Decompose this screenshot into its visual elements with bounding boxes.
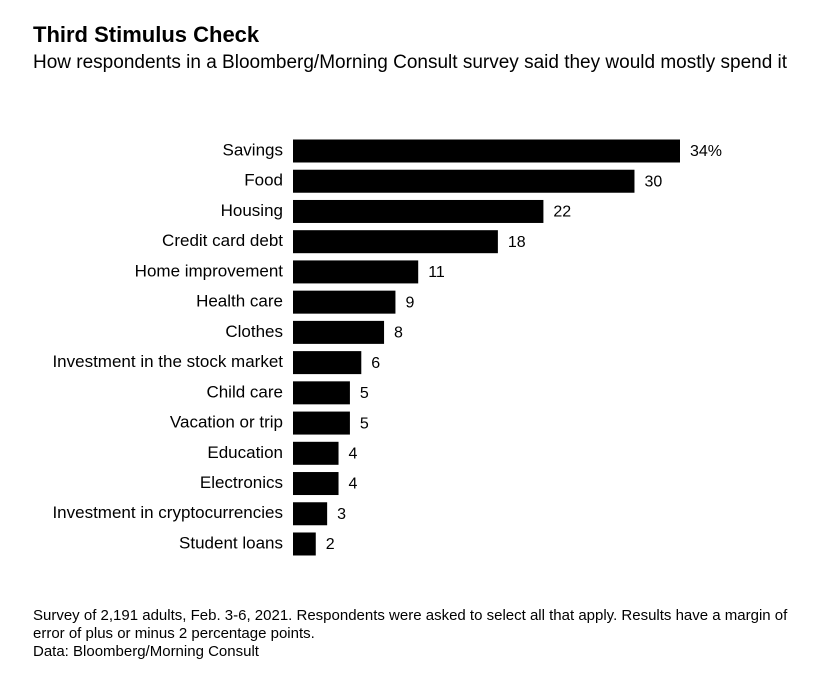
category-label: Investment in cryptocurrencies: [52, 503, 283, 522]
category-label: Electronics: [200, 473, 283, 492]
category-label: Housing: [221, 201, 283, 220]
value-label: 5: [360, 385, 369, 402]
value-label: 34%: [690, 143, 722, 160]
value-label: 22: [553, 204, 571, 221]
bar: [293, 411, 350, 435]
value-label: 2: [326, 536, 335, 553]
category-label: Clothes: [225, 322, 283, 341]
source: Data: Bloomberg/Morning Consult: [33, 643, 259, 660]
bar: [293, 260, 419, 284]
value-label: 4: [349, 446, 358, 463]
category-label: Vacation or trip: [170, 413, 283, 432]
value-label: 6: [371, 355, 380, 372]
bar: [293, 502, 328, 526]
bar: [293, 230, 498, 254]
chart-subtitle: How respondents in a Bloomberg/Morning C…: [33, 52, 788, 73]
category-label: Child care: [206, 382, 283, 401]
value-label: 30: [644, 173, 662, 190]
bar: [293, 441, 339, 465]
category-label: Education: [207, 443, 283, 462]
bar: [293, 381, 350, 405]
chart-title: Third Stimulus Check: [33, 22, 260, 47]
category-label: Home improvement: [135, 261, 284, 280]
bar: [293, 472, 339, 496]
bar: [293, 169, 635, 193]
category-label: Health care: [196, 292, 283, 311]
value-label: 8: [394, 325, 403, 342]
value-label: 9: [405, 294, 414, 311]
value-label: 4: [349, 476, 358, 493]
chart: Savings 34% Food 30 Housing 22 Credit card deb…: [52, 139, 722, 556]
footnote: Survey of 2,191 adults, Feb. 3-6, 2021. …: [33, 607, 803, 661]
bar: [293, 532, 316, 556]
value-label: 5: [360, 415, 369, 432]
bar: [293, 351, 362, 375]
category-label: Savings: [223, 140, 283, 159]
bar: [293, 139, 680, 163]
bar: [293, 320, 385, 344]
value-label: 11: [428, 264, 445, 281]
bar: [293, 199, 544, 223]
note: Survey of 2,191 adults, Feb. 3-6, 2021. …: [33, 607, 788, 642]
category-label: Student loans: [179, 533, 283, 552]
value-label: 18: [508, 234, 526, 251]
value-label: 3: [337, 506, 346, 523]
bar: [293, 290, 396, 314]
category-label: Credit card debt: [162, 231, 283, 250]
category-label: Food: [244, 171, 283, 190]
category-label: Investment in the stock market: [52, 352, 283, 371]
